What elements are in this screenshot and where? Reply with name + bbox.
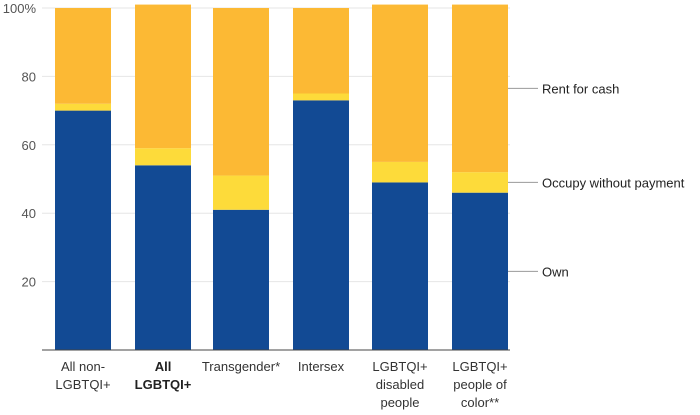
legend: Own Occupy without payment Rent for cash	[508, 81, 685, 279]
bar-segment-occupy-without-payment	[293, 93, 349, 101]
bar-segment-own	[293, 100, 349, 350]
bar-segment-rent-for-cash	[55, 8, 111, 104]
x-category-label-line: people	[380, 395, 419, 410]
bar-stack	[213, 8, 269, 350]
x-category-label-line: All	[155, 359, 172, 374]
bar-segment-occupy-without-payment	[213, 175, 269, 210]
bar-segment-own	[55, 110, 111, 350]
y-tick-label: 80	[22, 69, 36, 84]
x-category-label: LGBTQI+ disabled people	[372, 359, 427, 410]
y-tick-label: 20	[22, 275, 36, 290]
y-axis-tick-labels: 100% 80 60 40 20	[3, 1, 37, 290]
bar-stack	[452, 4, 508, 350]
bar-segment-occupy-without-payment	[372, 161, 428, 183]
y-tick-label: 60	[22, 138, 36, 153]
x-category-label: LGBTQI+ people of color**	[452, 359, 507, 410]
bar-stack	[135, 4, 191, 350]
x-category-label-line: LGBTQI+	[372, 359, 427, 374]
x-category-label-line: All non-	[61, 359, 105, 374]
bar-segment-occupy-without-payment	[55, 103, 111, 111]
bar-segment-rent-for-cash	[372, 4, 428, 162]
bar-segment-rent-for-cash	[213, 8, 269, 176]
x-category-label: All non- LGBTQI+	[55, 359, 110, 392]
x-category-label-line: people of	[453, 377, 507, 392]
x-category-label-line: disabled	[376, 377, 424, 392]
x-category-label: Intersex	[298, 359, 345, 374]
legend-label: Rent for cash	[542, 81, 619, 96]
x-category-label-line: LGBTQI+	[55, 377, 110, 392]
legend-label: Own	[542, 264, 569, 279]
bar-stack	[372, 4, 428, 350]
legend-label: Occupy without payment	[542, 175, 685, 190]
x-category-label-line: LGBTQI+	[452, 359, 507, 374]
bars	[55, 4, 508, 350]
y-tick-label: 100%	[3, 1, 37, 16]
x-category-label-line: color**	[461, 395, 499, 410]
bar-stack	[293, 8, 349, 350]
bar-stack	[55, 8, 111, 350]
bar-segment-rent-for-cash	[135, 4, 191, 149]
x-axis-category-labels: All non- LGBTQI+ All LGBTQI+ Transgender* Int…	[55, 359, 507, 410]
bar-segment-own	[372, 182, 428, 350]
x-category-label-line: Transgender*	[202, 359, 280, 374]
x-category-label-line: LGBTQI+	[135, 377, 192, 392]
bar-segment-occupy-without-payment	[135, 148, 191, 166]
x-category-label: All LGBTQI+	[135, 359, 192, 392]
bar-segment-occupy-without-payment	[452, 172, 508, 193]
x-category-label-line: Intersex	[298, 359, 345, 374]
y-tick-label: 40	[22, 206, 36, 221]
bar-segment-own	[135, 165, 191, 350]
bar-segment-rent-for-cash	[452, 4, 508, 173]
gridlines	[42, 7, 510, 283]
bar-segment-own	[213, 209, 269, 350]
x-category-label: Transgender*	[202, 359, 280, 374]
bar-segment-rent-for-cash	[293, 8, 349, 94]
bar-segment-own	[452, 192, 508, 350]
